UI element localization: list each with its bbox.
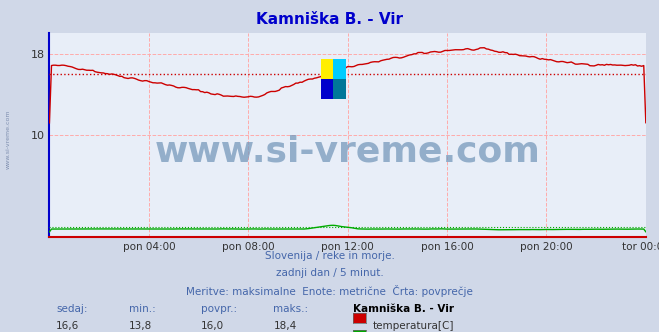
Text: Slovenija / reke in morje.: Slovenija / reke in morje. xyxy=(264,251,395,261)
Bar xyxy=(321,79,333,99)
Text: povpr.:: povpr.: xyxy=(201,304,237,314)
Text: 13,8: 13,8 xyxy=(129,321,152,331)
Text: zadnji dan / 5 minut.: zadnji dan / 5 minut. xyxy=(275,268,384,278)
Text: 18,4: 18,4 xyxy=(273,321,297,331)
Text: Meritve: maksimalne  Enote: metrične  Črta: povprečje: Meritve: maksimalne Enote: metrične Črta… xyxy=(186,285,473,297)
Text: min.:: min.: xyxy=(129,304,156,314)
Text: www.si-vreme.com: www.si-vreme.com xyxy=(155,134,540,169)
Text: 16,6: 16,6 xyxy=(56,321,79,331)
Text: Kamniška B. - Vir: Kamniška B. - Vir xyxy=(353,304,453,314)
Bar xyxy=(321,59,333,79)
Text: sedaj:: sedaj: xyxy=(56,304,88,314)
Bar xyxy=(333,59,346,79)
Text: temperatura[C]: temperatura[C] xyxy=(372,321,454,331)
Text: 16,0: 16,0 xyxy=(201,321,224,331)
Text: www.si-vreme.com: www.si-vreme.com xyxy=(5,110,11,169)
Text: Kamniška B. - Vir: Kamniška B. - Vir xyxy=(256,12,403,27)
Text: maks.:: maks.: xyxy=(273,304,308,314)
Bar xyxy=(333,79,346,99)
